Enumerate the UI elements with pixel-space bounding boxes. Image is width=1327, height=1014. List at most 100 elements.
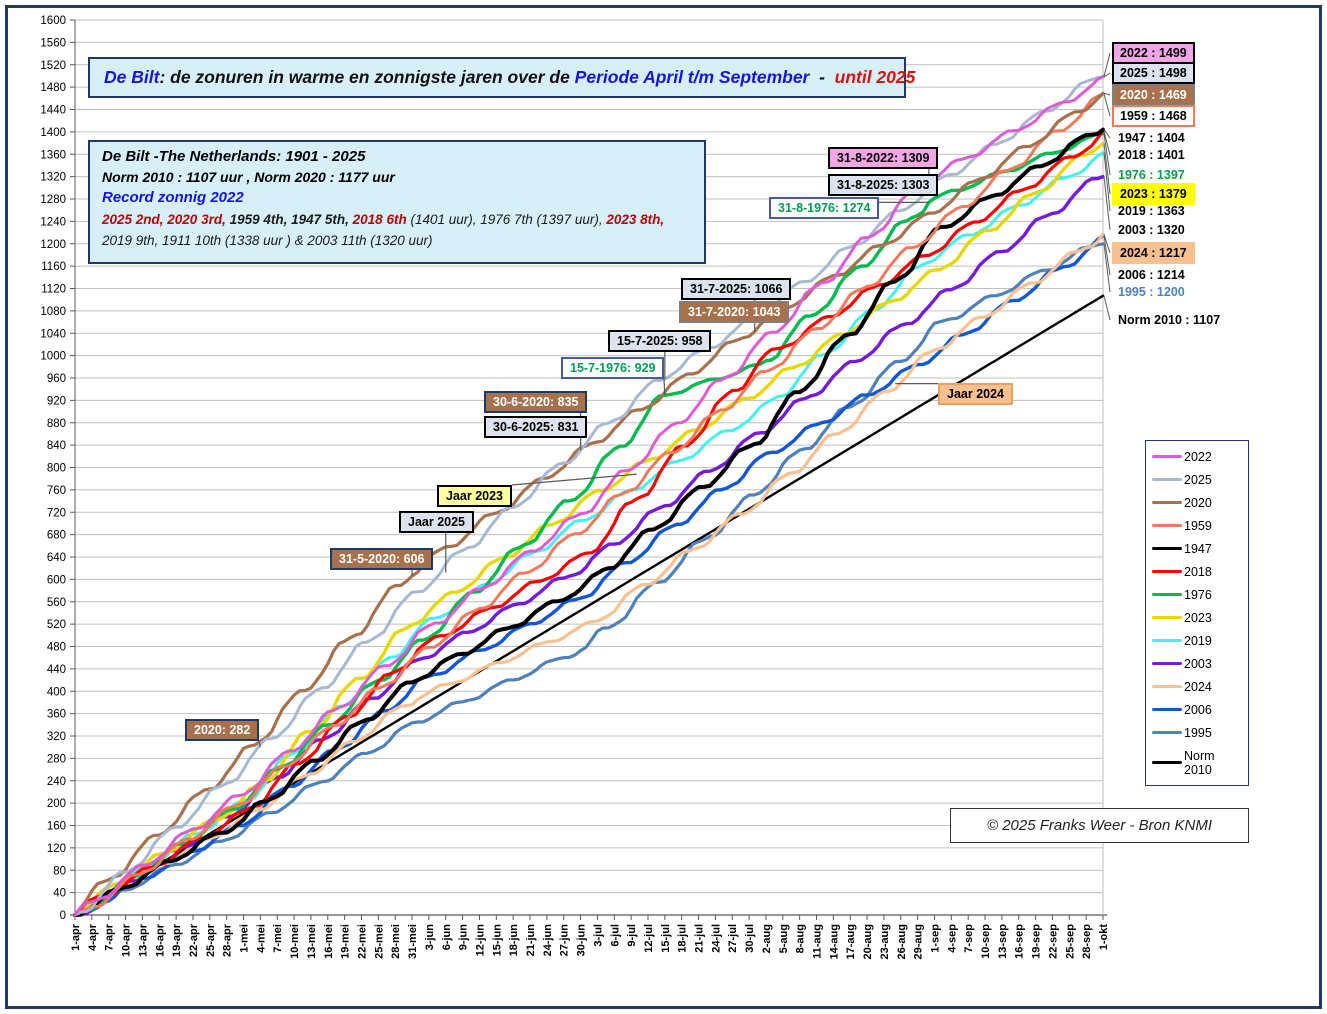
annotation-leader: [663, 378, 666, 396]
y-axis-label: 1600: [40, 15, 66, 27]
end-label-2003: 2003 : 1320: [1118, 223, 1185, 237]
annotation-31-8-2025-1303: 31-8-2025: 1303: [828, 174, 939, 196]
end-label-leader: [1103, 152, 1111, 212]
legend-item-norm-2010: Norm 2010: [1152, 749, 1242, 777]
y-axis-label: 880: [47, 418, 66, 430]
x-axis-label: 19-sep: [1031, 924, 1043, 959]
y-axis-label: 160: [47, 821, 66, 833]
series-line-2006: [73, 234, 1105, 917]
title-segment: -: [809, 67, 835, 87]
x-axis-label: 11-aug: [812, 924, 824, 959]
x-axis-label: 22-mei: [356, 924, 368, 959]
y-axis-label: 840: [47, 440, 66, 452]
y-axis-label: 760: [47, 485, 66, 497]
annotation-31-7-2025-1066: 31-7-2025: 1066: [681, 278, 792, 300]
ranking-segment: 2025 2nd, 2020 3rd,: [102, 212, 230, 227]
annotation-31-5-2020-606: 31-5-2020: 606: [330, 548, 434, 570]
end-label-leader: [1103, 176, 1111, 231]
y-axis-label: 1000: [40, 351, 66, 363]
y-axis-label: 400: [47, 686, 66, 698]
y-axis-label: 1400: [40, 127, 66, 139]
legend-swatch: [1152, 454, 1182, 459]
legend-label: 2025: [1184, 472, 1212, 487]
y-axis-label: 320: [47, 731, 66, 743]
legend-item-1947: 1947: [1152, 542, 1242, 556]
x-axis-label: 21-jul: [694, 924, 706, 953]
y-axis-label: 1360: [40, 149, 66, 161]
legend-swatch: [1152, 569, 1182, 574]
end-label-1947: 1947 : 1404: [1118, 131, 1185, 145]
x-axis-label: 20-aug: [862, 924, 874, 959]
end-label-leader: [1103, 243, 1111, 293]
x-axis-label: 13-mei: [306, 924, 318, 959]
legend-swatch: [1152, 707, 1182, 712]
info-box: De Bilt -The Netherlands: 1901 - 2025 No…: [88, 140, 706, 264]
y-axis-label: 1440: [40, 105, 66, 117]
y-axis-label: 1520: [40, 60, 66, 72]
legend-label: 2023: [1184, 610, 1212, 625]
x-axis-label: 9-jul: [626, 924, 638, 947]
y-axis-label: 240: [47, 776, 66, 788]
legend-swatch: [1152, 661, 1182, 666]
end-label-leader: [1103, 235, 1111, 276]
end-label-2024: 2024 : 1217: [1112, 242, 1195, 264]
x-axis-label: 6-jul: [609, 924, 621, 947]
ranking-segment: 2018 6th: [352, 212, 411, 227]
x-axis-label: 14-aug: [828, 924, 840, 959]
legend-swatch: [1152, 523, 1182, 528]
end-label-leader: [1103, 143, 1111, 195]
legend-item-2020: 2020: [1152, 496, 1242, 510]
ranking-segment: 2023 8th,: [606, 212, 665, 227]
annotation-2020-282: 2020: 282: [185, 719, 260, 741]
legend-item-2023: 2023: [1152, 611, 1242, 625]
series-line-1959: [73, 92, 1105, 917]
y-axis-label: 80: [53, 865, 66, 877]
x-axis-label: 19-mei: [340, 924, 352, 959]
title-segment: : de zonuren in warme en zonnigste jaren…: [159, 67, 575, 87]
x-axis-label: 18-jul: [677, 924, 689, 953]
x-axis-label: 10-mei: [289, 924, 301, 959]
title-segment: Periode April t/m September: [574, 67, 810, 87]
legend-item-1995: 1995: [1152, 726, 1242, 740]
y-axis-label: 800: [47, 463, 66, 475]
y-axis-label: 1120: [41, 284, 66, 296]
series-line-2020: [73, 91, 1105, 917]
legend-swatch: [1152, 761, 1182, 764]
y-axis-label: 360: [47, 709, 66, 721]
x-axis-label: 5-aug: [778, 924, 790, 953]
y-axis-label: 480: [47, 642, 66, 654]
y-axis-label: 1040: [40, 328, 66, 340]
x-axis-label: 31-mei: [407, 924, 419, 959]
x-axis-label: 16-apr: [154, 923, 166, 957]
x-axis-label: 10-sep: [980, 924, 992, 959]
x-axis-label: 12-jun: [474, 924, 486, 957]
x-axis-label: 21-jun: [525, 924, 537, 957]
y-axis-label: 600: [47, 574, 66, 586]
x-axis-label: 13-apr: [137, 923, 149, 957]
end-label-2018: 2018 : 1401: [1118, 148, 1185, 162]
x-axis-label: 16-mei: [323, 924, 335, 959]
end-label-norm: Norm 2010 : 1107: [1118, 313, 1221, 327]
y-axis-label: 1280: [40, 194, 66, 206]
copyright-text: © 2025 Franks Weer - Bron KNMI: [986, 817, 1212, 834]
legend-label: 1959: [1184, 518, 1212, 533]
y-axis-label: 1080: [40, 306, 66, 318]
end-label-leader: [1103, 72, 1111, 78]
y-axis-label: 520: [47, 619, 66, 631]
legend-label: 2024: [1184, 679, 1212, 694]
x-axis-label: 8-aug: [795, 924, 807, 953]
ranking-segment: 1976 7th (1397 uur),: [480, 212, 607, 227]
x-axis-label: 1-okt: [1098, 924, 1110, 951]
y-axis-label: 200: [47, 798, 66, 810]
x-axis-label: 26-aug: [896, 924, 908, 959]
title-segment: De Bilt: [104, 67, 160, 87]
chart-title: De Bilt: de zonuren in warme en zonnigst…: [88, 57, 915, 98]
end-label-2006: 2006 : 1214: [1118, 268, 1185, 282]
x-axis-label: 13-sep: [997, 924, 1009, 959]
legend-label: 1995: [1184, 725, 1212, 740]
end-label-leader: [1103, 93, 1111, 117]
info-line-period: De Bilt -The Netherlands: 1901 - 2025: [102, 148, 366, 165]
y-axis-label: 1320: [40, 172, 66, 184]
x-axis-label: 7-sep: [963, 924, 975, 953]
